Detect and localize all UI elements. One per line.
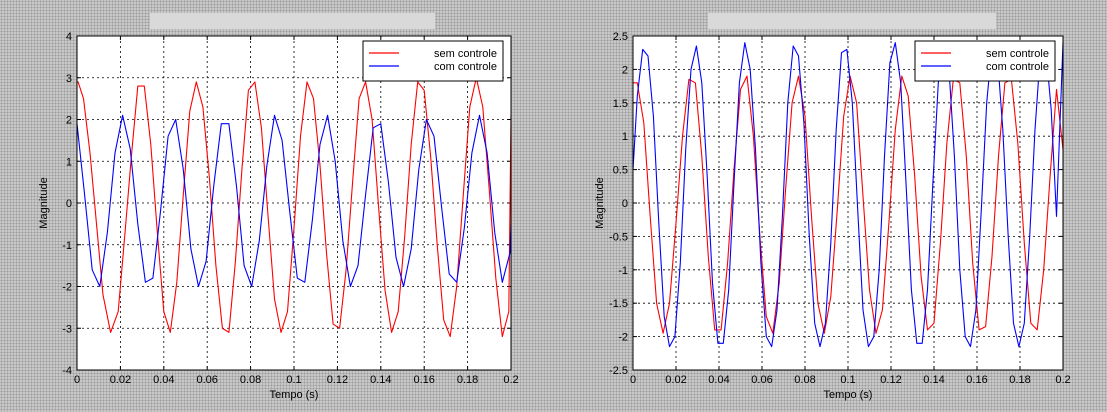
x-tick-label: 0.18 — [1009, 374, 1030, 386]
y-tick-label: 1.5 — [613, 98, 628, 110]
y-tick-label: 0 — [622, 198, 628, 210]
y-tick-label: -2 — [62, 282, 72, 294]
legend-label: com controle — [434, 61, 497, 73]
x-tick-label: 0.04 — [153, 374, 174, 386]
x-tick-label: 0.06 — [196, 374, 217, 386]
y-tick-label: 1 — [622, 131, 628, 143]
x-tick-label: 0.1 — [840, 374, 855, 386]
x-tick-label: 0.08 — [794, 374, 815, 386]
y-tick-label: 0 — [66, 198, 72, 210]
y-tick-label: -1.5 — [609, 298, 628, 310]
title-placeholder-left — [150, 13, 435, 29]
x-tick-label: 0.1 — [286, 374, 301, 386]
y-tick-label: -4 — [62, 365, 72, 377]
y-tick-label: -2 — [618, 332, 628, 344]
y-tick-label: -2.5 — [609, 365, 628, 377]
x-tick-label: 0.02 — [110, 374, 131, 386]
y-tick-label: 2 — [622, 64, 628, 76]
axes-box-left — [76, 35, 512, 371]
x-tick-label: 0.14 — [923, 374, 944, 386]
x-tick-label: 0 — [74, 374, 80, 386]
legend-label: com controle — [986, 61, 1049, 73]
x-tick-label: 0.12 — [327, 374, 348, 386]
legend-label: sem controle — [986, 48, 1049, 60]
y-tick-label: 3 — [66, 73, 72, 85]
x-tick-label: 0.18 — [457, 374, 478, 386]
y-tick-label: -1 — [62, 240, 72, 252]
y-axis-label: Magnitude — [594, 177, 606, 228]
series-line-sem-controle — [77, 77, 512, 338]
x-tick-label: 0.04 — [708, 374, 729, 386]
legend-box — [362, 40, 504, 82]
y-tick-label: -1 — [618, 265, 628, 277]
y-tick-label: 2 — [66, 115, 72, 127]
axes-box-right — [632, 35, 1064, 371]
x-axis-label: Tempo (s) — [270, 389, 319, 401]
x-axis-label: Tempo (s) — [824, 389, 873, 401]
y-tick-label: 0.5 — [613, 165, 628, 177]
y-tick-label: 1 — [66, 156, 72, 168]
x-tick-label: 0.02 — [665, 374, 686, 386]
x-tick-label: 0.06 — [751, 374, 772, 386]
x-tick-label: 0.08 — [240, 374, 261, 386]
title-placeholder-right — [708, 13, 996, 29]
x-tick-label: 0.16 — [966, 374, 987, 386]
x-tick-label: 0 — [630, 374, 636, 386]
y-tick-label: 4 — [66, 31, 72, 43]
y-tick-label: -3 — [62, 323, 72, 335]
y-axis-label: Magnitude — [38, 177, 50, 228]
series-line-com-controle — [76, 114, 512, 288]
y-tick-label: 2.5 — [613, 31, 628, 43]
y-tick-label: -0.5 — [609, 231, 628, 243]
x-tick-label: 0.12 — [880, 374, 901, 386]
x-tick-label: 0.16 — [413, 374, 434, 386]
legend-box — [914, 40, 1056, 82]
series-line-sem-controle — [633, 75, 1064, 334]
x-tick-label: 0.14 — [370, 374, 391, 386]
x-tick-label: 0.2 — [1055, 374, 1070, 386]
x-tick-label: 0.2 — [503, 374, 518, 386]
legend-label: sem controle — [434, 48, 497, 60]
